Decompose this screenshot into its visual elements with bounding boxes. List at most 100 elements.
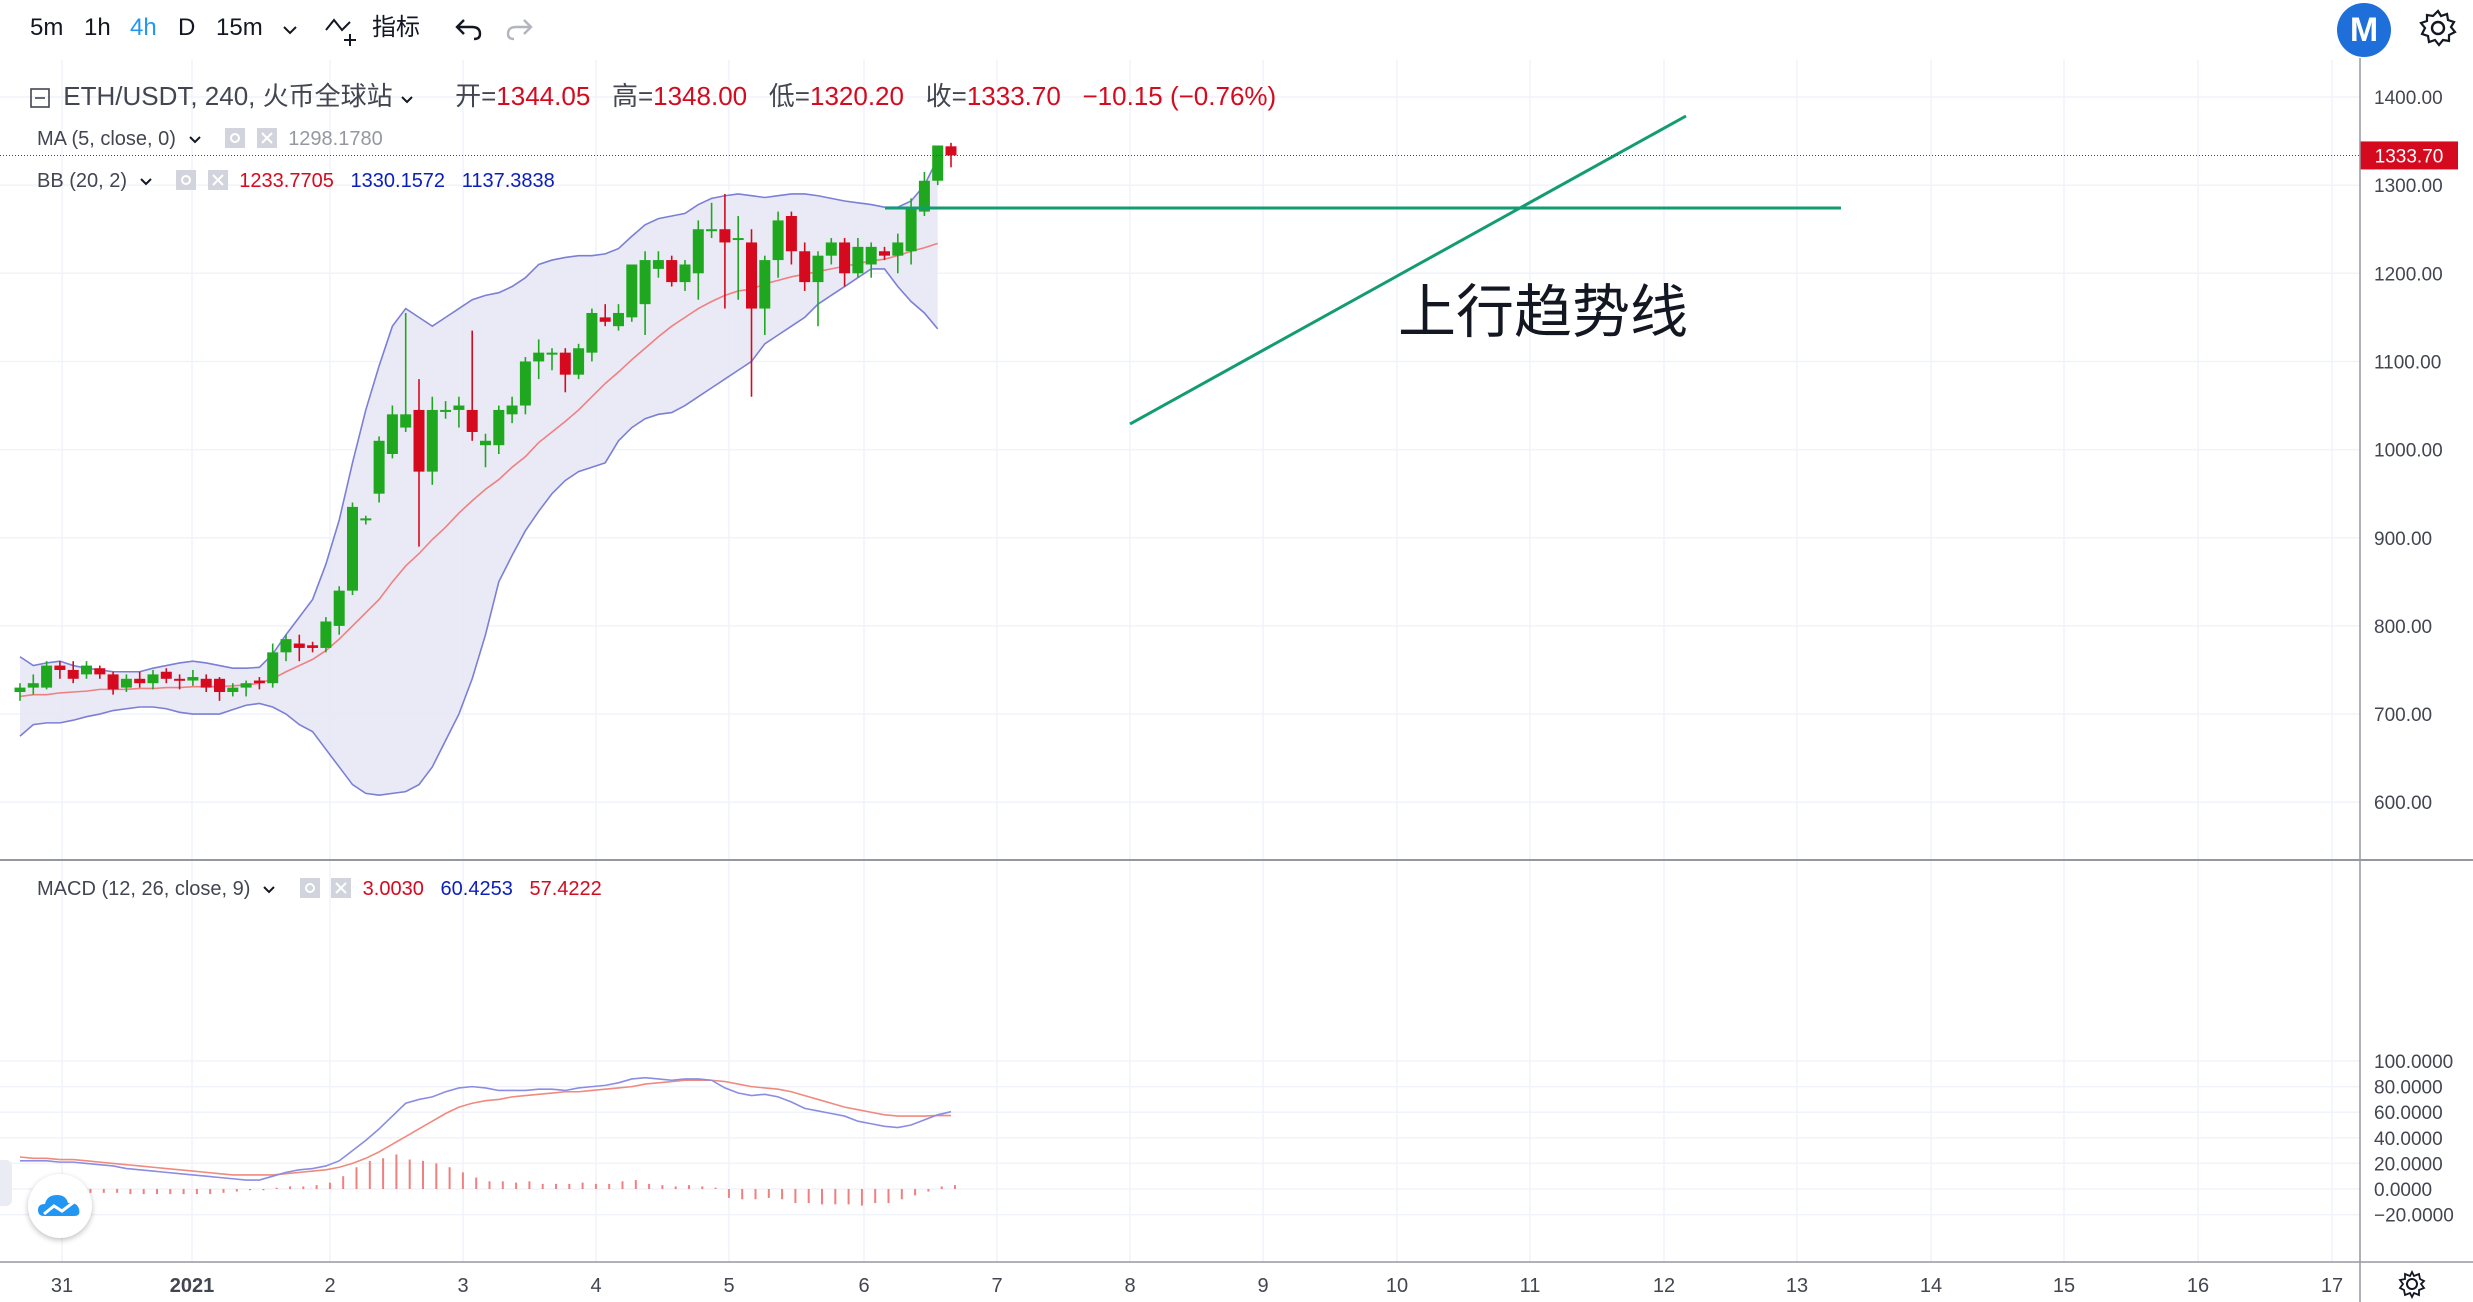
close-label: 收= — [925, 81, 967, 111]
chevron-down-icon[interactable] — [262, 885, 276, 895]
high-label: 高= — [611, 81, 654, 111]
candle — [253, 677, 265, 690]
candle-body — [386, 414, 398, 455]
axes: 1400.00 1300.00 1200.00 1100.00 1000.00 900.0… — [0, 58, 2473, 1302]
redo-icon[interactable] — [504, 16, 534, 42]
left-panel-handle[interactable] — [0, 1160, 12, 1206]
candle — [440, 401, 452, 419]
candle — [759, 255, 771, 336]
eye-icon[interactable] — [176, 170, 197, 190]
price-tick-label: 800.00 — [2374, 617, 2432, 638]
price-tag-bg — [2360, 141, 2458, 170]
chevron-down-icon[interactable] — [282, 24, 298, 36]
app-logo[interactable]: M — [2337, 3, 2391, 57]
candle-body — [945, 146, 957, 156]
chevron-down-icon[interactable] — [139, 177, 153, 187]
interval-d[interactable]: D — [178, 14, 196, 41]
close-icon[interactable] — [256, 128, 277, 148]
candle-body — [480, 440, 491, 446]
time-tick-label: 14 — [1920, 1275, 1942, 1297]
macd-label[interactable]: MACD (12, 26, close, 9) — [37, 878, 251, 900]
candle-body — [107, 674, 119, 690]
candle-body — [772, 220, 784, 261]
candle — [466, 330, 478, 441]
candle-body — [493, 409, 505, 446]
candle-body — [546, 352, 558, 355]
candle — [879, 246, 890, 261]
eye-icon[interactable] — [225, 128, 246, 148]
price-tick-label: 1100.00 — [2374, 352, 2441, 373]
macd-line-value: 60.4253 — [440, 878, 513, 900]
candle — [160, 668, 172, 684]
eye-icon[interactable] — [299, 878, 320, 898]
candle — [174, 674, 186, 690]
candle — [214, 677, 225, 701]
time-tick-label: 10 — [1386, 1275, 1408, 1297]
uptrend-line[interactable] — [1129, 114, 1687, 426]
chart-canvas[interactable]: 上行趋势线 1333.70 1400.00 1300.00 1200.00 1100.… — [0, 58, 2473, 1302]
close-icon[interactable] — [207, 170, 228, 190]
bb-lower-value: 1137.3838 — [461, 170, 555, 192]
price-tick-label: 1300.00 — [2374, 176, 2443, 197]
candle-body — [267, 652, 279, 684]
last-price-line: 1333.70 — [0, 141, 2458, 170]
candle — [825, 238, 837, 265]
candle-body — [892, 242, 904, 256]
macd-legend: MACD (12, 26, close, 9) 3.0030 60.4253 5… — [37, 876, 602, 902]
symbol-title[interactable]: ETH/USDT, 240, 火币全球站 — [63, 81, 393, 111]
low-label: 低= — [768, 81, 810, 111]
bb-label[interactable]: BB (20, 2) — [37, 170, 128, 192]
candle — [333, 586, 345, 635]
macd-tick-label: 20.0000 — [2374, 1154, 2443, 1175]
close-icon[interactable] — [331, 878, 352, 898]
settings-icon[interactable] — [2398, 1269, 2426, 1300]
candle — [27, 674, 39, 695]
candle — [692, 220, 704, 300]
candle — [839, 238, 851, 287]
price-tick-label: 1400.00 — [2374, 88, 2443, 109]
candle-body — [799, 251, 811, 283]
indicators-icon[interactable] — [324, 12, 364, 48]
bollinger-lower-line — [19, 268, 939, 796]
time-tick-label: 17 — [2321, 1275, 2343, 1297]
candle-body — [785, 216, 797, 252]
macd-tick-label: −20.0000 — [2374, 1206, 2454, 1227]
candle — [533, 339, 545, 380]
interval-1h[interactable]: 1h — [84, 14, 111, 41]
ma-label[interactable]: MA (5, close, 0) — [37, 128, 176, 150]
candle — [373, 436, 385, 503]
time-tick-label: 8 — [1124, 1275, 1135, 1297]
indicators-button[interactable]: 指标 — [372, 14, 420, 41]
candle — [187, 669, 199, 686]
candle — [413, 379, 425, 547]
chevron-down-icon[interactable] — [400, 95, 414, 105]
settings-icon-outer — [2398, 1269, 2426, 1300]
interval-15m[interactable]: 15m — [216, 14, 263, 41]
collapse-icon[interactable] — [30, 88, 50, 108]
candle — [599, 304, 611, 327]
annotation-text[interactable]: 上行趋势线 — [1398, 278, 1688, 346]
macd-hist-value: 3.0030 — [362, 878, 424, 900]
open-value: 1344.05 — [496, 81, 591, 111]
candle-body — [652, 260, 664, 269]
undo-icon[interactable] — [454, 16, 484, 42]
gear-icon[interactable] — [2418, 8, 2458, 48]
candle — [932, 145, 944, 186]
candle-body — [639, 260, 651, 305]
bb-upper-value: 1330.1572 — [350, 170, 446, 192]
candle-body — [307, 645, 319, 648]
chevron-down-icon[interactable] — [188, 135, 202, 145]
candle-body — [453, 405, 465, 410]
low-value: 1320.20 — [809, 81, 904, 111]
candle-body — [400, 414, 412, 428]
candle-body — [187, 677, 199, 681]
candle — [347, 502, 358, 596]
interval-5m[interactable]: 5m — [30, 14, 64, 41]
bollinger-fill — [20, 158, 938, 796]
interval-4h[interactable]: 4h — [130, 14, 157, 41]
candle — [706, 202, 718, 239]
cloud-button[interactable] — [28, 1174, 92, 1238]
candle-body — [54, 665, 66, 670]
candles — [14, 142, 957, 701]
time-tick-label: 16 — [2187, 1275, 2209, 1297]
